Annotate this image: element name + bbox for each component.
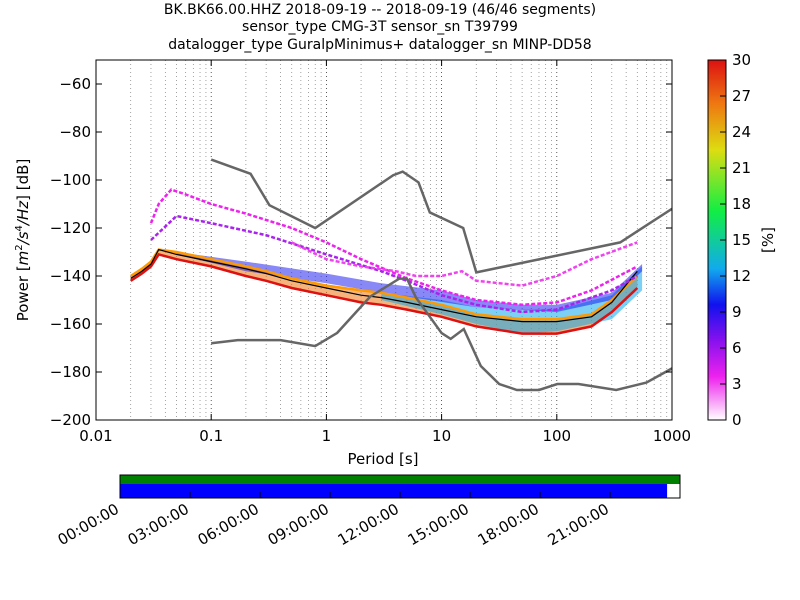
noise-model-layer bbox=[210, 158, 672, 392]
x-tick-label: 10 bbox=[432, 427, 451, 445]
x-axis-label: Period [s] bbox=[347, 450, 418, 468]
coverage-bottom-strip bbox=[120, 484, 668, 498]
colorbar-label: [%] bbox=[759, 227, 777, 253]
time-tick-label: 00:00:00 bbox=[55, 500, 122, 549]
x-tick-label: 1000 bbox=[653, 427, 691, 445]
grid bbox=[95, 60, 668, 420]
colorbar-tick-label: 15 bbox=[732, 231, 751, 249]
colorbar-tick-label: 18 bbox=[732, 195, 751, 213]
time-coverage-bar: 00:00:00 03:00:00 06:00:00 09:00:00 12:00:00… bbox=[55, 474, 681, 549]
y-tick-label: −160 bbox=[50, 315, 91, 333]
psd-series-main-band-low bbox=[130, 252, 639, 335]
time-tick-label: 06:00:00 bbox=[195, 500, 262, 549]
psd-series-upper-tail-3 bbox=[291, 241, 638, 287]
psd-series-upper-tail-2 bbox=[150, 214, 638, 314]
colorbar-tick-label: 12 bbox=[732, 267, 751, 285]
colorbar-tick-label: 27 bbox=[732, 87, 751, 105]
psd-density-layer bbox=[130, 188, 643, 335]
y-axis-label: Power [m2/s4/Hz] [dB] bbox=[14, 159, 32, 322]
colorbar-tick-label: 21 bbox=[732, 159, 751, 177]
colorbar-tick-label: 3 bbox=[732, 375, 742, 393]
noise-model-nhnm bbox=[210, 158, 672, 274]
x-tick-label: 0.1 bbox=[199, 427, 223, 445]
plot-frame bbox=[95, 59, 673, 421]
colorbar-tick-label: 0 bbox=[732, 411, 742, 429]
colorbar-tick-label: 9 bbox=[732, 303, 742, 321]
x-tick-label: 1 bbox=[322, 427, 332, 445]
colorbar-tick-label: 6 bbox=[732, 339, 742, 357]
colorbar-tick-label: 30 bbox=[732, 51, 751, 69]
time-tick-label: 12:00:00 bbox=[335, 500, 402, 549]
y-tick-label: −80 bbox=[59, 123, 91, 141]
colorbar-tick-label: 24 bbox=[732, 123, 751, 141]
x-tick-label: 100 bbox=[542, 427, 571, 445]
time-tick-label: 09:00:00 bbox=[265, 500, 332, 549]
time-tick-label: 15:00:00 bbox=[405, 500, 472, 549]
coverage-top-strip bbox=[120, 475, 680, 484]
y-tick-label: −180 bbox=[50, 363, 91, 381]
psd-series-upper-tail-1 bbox=[149, 188, 638, 307]
time-tick-label: 18:00:00 bbox=[475, 500, 542, 549]
time-tick-label: 03:00:00 bbox=[125, 500, 192, 549]
noise-model-nlnm bbox=[211, 277, 672, 392]
figure-title-line-2: sensor_type CMG-3T sensor_sn T39799 bbox=[242, 19, 518, 35]
x-tick-label: 0.01 bbox=[79, 427, 112, 445]
time-tick-label: 21:00:00 bbox=[545, 500, 612, 549]
y-tick-label: −60 bbox=[59, 75, 91, 93]
y-tick-label: −100 bbox=[50, 171, 91, 189]
figure-title-line-1: BK.BK66.00.HHZ 2018-09-19 -- 2018-09-19 … bbox=[163, 2, 597, 18]
axis-ticks: 0.01 0.1 1 10 100 1000 −60 −80 −100 −120 −140 −160 −… bbox=[50, 60, 691, 445]
y-tick-label: −140 bbox=[50, 267, 91, 285]
figure-title-line-3: datalogger_type GuralpMinimus+ datalogge… bbox=[168, 37, 592, 53]
y-tick-label: −120 bbox=[50, 219, 91, 237]
psd-series-median bbox=[130, 248, 638, 323]
colorbar-ticks: 0 3 6 9 12 15 18 21 24 27 30 bbox=[720, 51, 751, 429]
y-tick-label: −200 bbox=[50, 411, 91, 429]
